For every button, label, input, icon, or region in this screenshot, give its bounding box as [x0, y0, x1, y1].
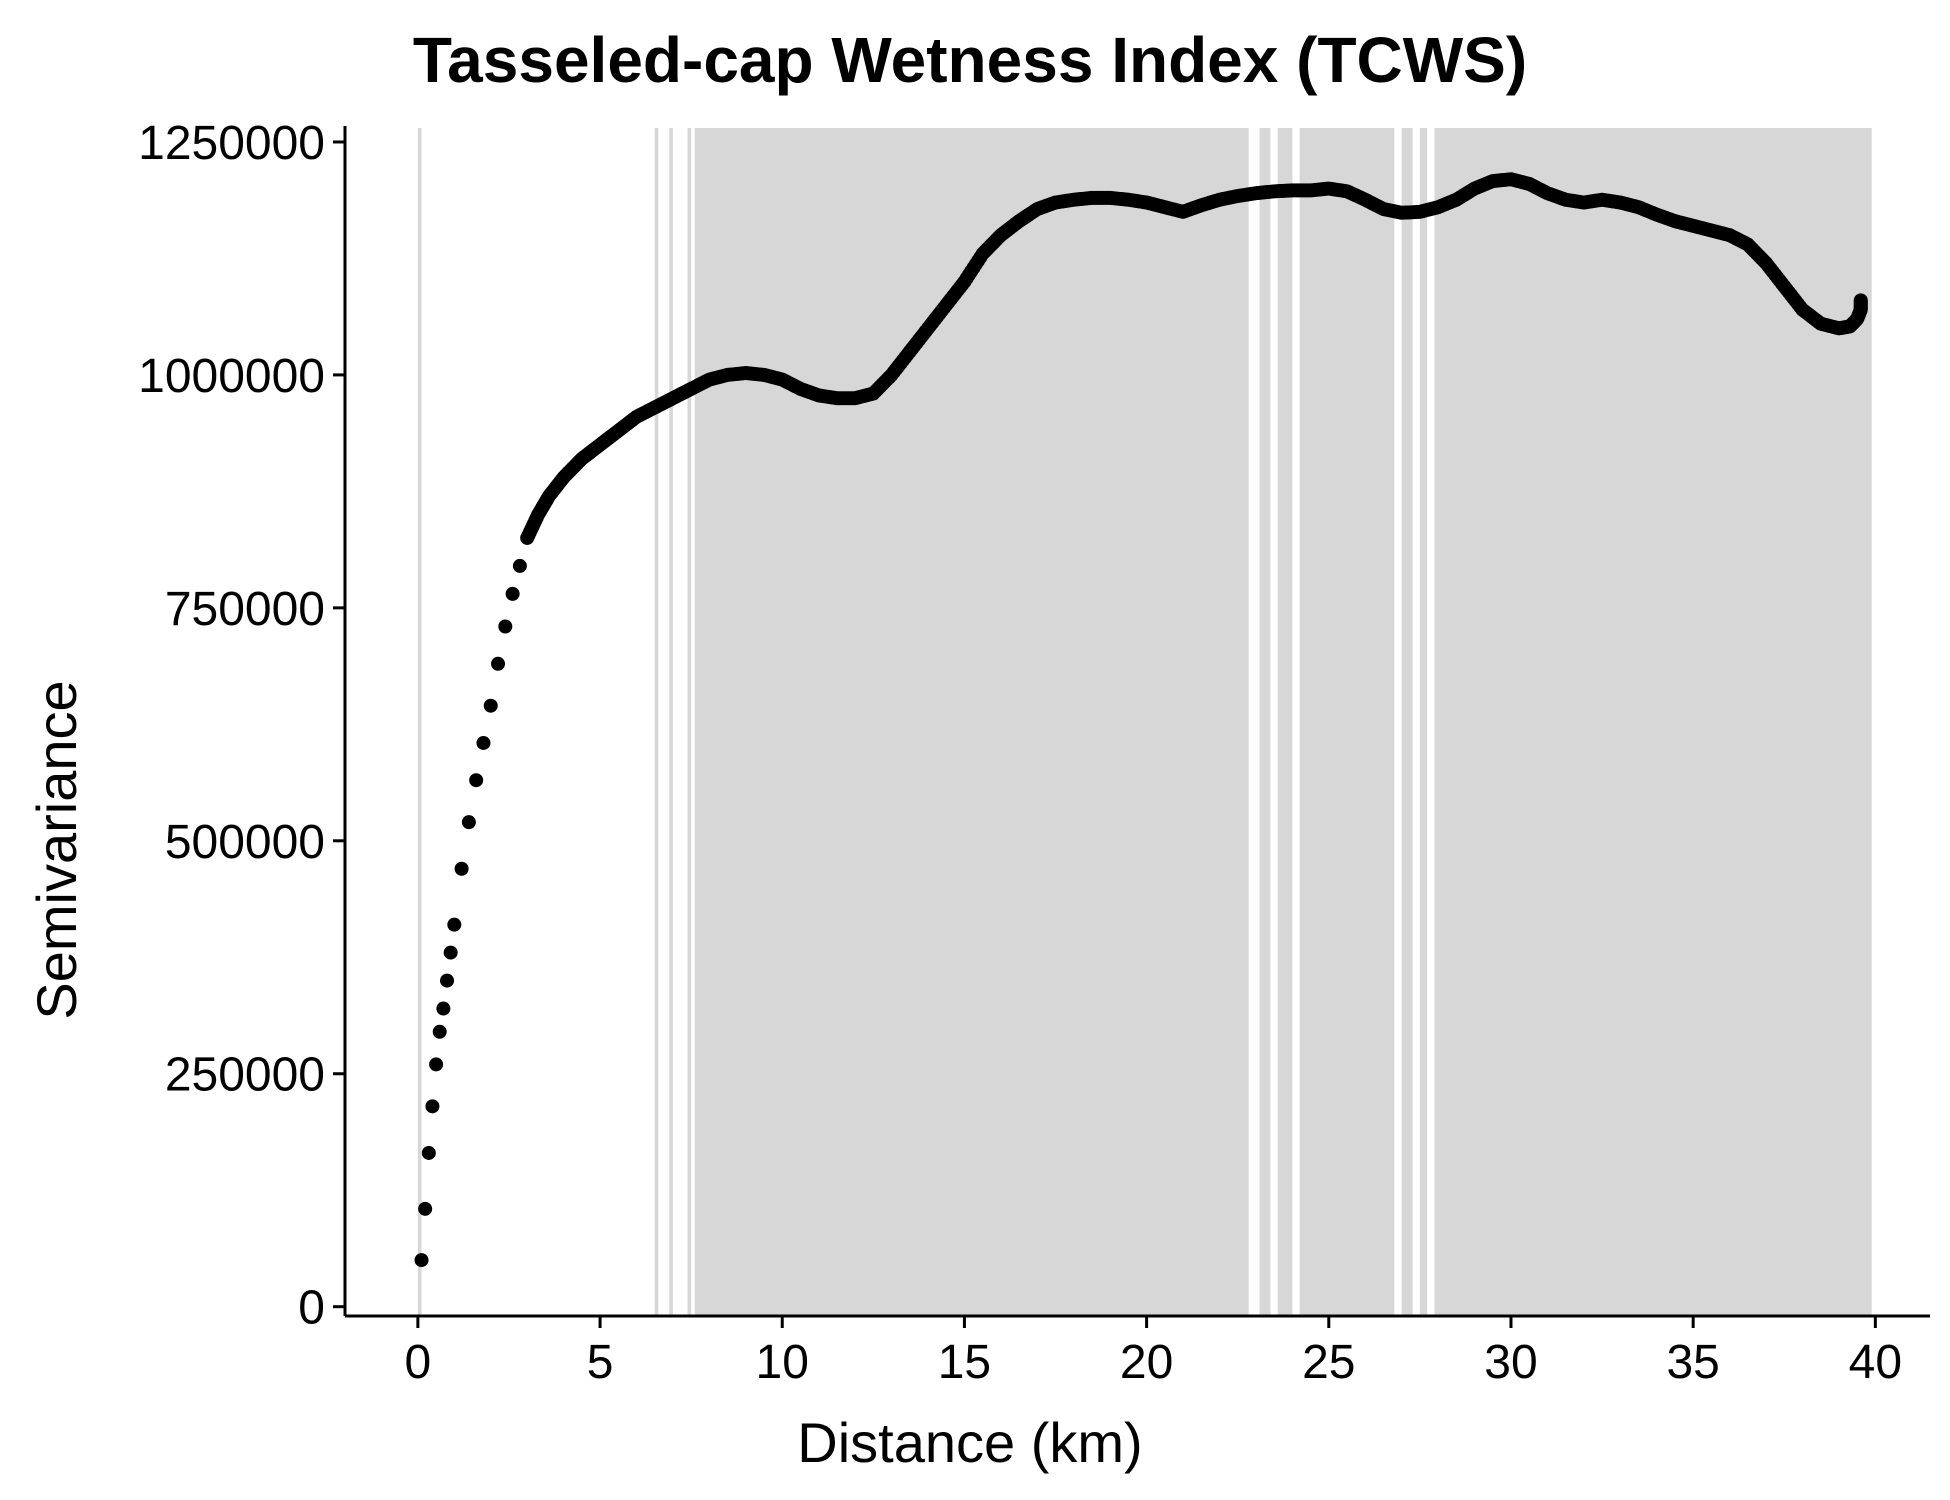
data-point: [447, 917, 462, 932]
background-band: [1277, 128, 1293, 1316]
data-point: [440, 973, 455, 988]
x-tick-label: 0: [405, 1336, 432, 1389]
x-tick-label: 35: [1666, 1336, 1719, 1389]
background-band: [1299, 128, 1395, 1316]
y-tick-label: 1000000: [138, 350, 325, 403]
background-band: [669, 128, 673, 1316]
background-band: [1434, 128, 1872, 1316]
data-point: [414, 1253, 429, 1268]
y-tick-label: 1250000: [138, 117, 325, 170]
data-point: [436, 1001, 451, 1016]
data-point: [483, 698, 498, 713]
background-band: [687, 128, 692, 1316]
chart-title: Tasseled-cap Wetness Index (TCWS): [413, 24, 1527, 96]
data-point: [421, 1145, 436, 1160]
x-tick-label: 20: [1120, 1336, 1173, 1389]
x-tick-label: 15: [938, 1336, 991, 1389]
data-point: [505, 586, 520, 601]
data-point: [498, 619, 513, 634]
background-bands: [417, 128, 1872, 1316]
data-point: [1853, 293, 1868, 308]
data-point: [418, 1201, 433, 1216]
data-point: [454, 861, 469, 876]
data-point: [491, 656, 506, 671]
data-point: [476, 735, 491, 750]
y-axis-title: Semivariance: [25, 680, 88, 1019]
x-tick-label: 30: [1484, 1336, 1537, 1389]
data-point: [461, 815, 476, 830]
background-band: [1401, 128, 1413, 1316]
data-point: [469, 773, 484, 788]
data-points: [414, 172, 1868, 1268]
data-point: [432, 1024, 447, 1039]
data-point: [429, 1057, 444, 1072]
y-tick-label: 500000: [165, 816, 325, 869]
x-axis: 0 5 10 15 20 25 30 35 40: [345, 1314, 1930, 1389]
y-tick-label: 750000: [165, 583, 325, 636]
background-band: [1419, 128, 1428, 1316]
data-point: [512, 558, 527, 573]
background-band: [654, 128, 659, 1316]
data-point: [443, 945, 458, 960]
x-tick-label: 40: [1849, 1336, 1902, 1389]
background-band: [417, 128, 422, 1316]
data-point: [425, 1099, 440, 1114]
y-tick-label: 250000: [165, 1049, 325, 1102]
y-axis: 0 250000 500000 750000 1000000 1250000: [138, 117, 347, 1335]
x-tick-label: 10: [756, 1336, 809, 1389]
background-band: [694, 128, 1249, 1316]
x-axis-title: Distance (km): [797, 1411, 1142, 1474]
background-band: [1259, 128, 1271, 1316]
x-tick-label: 25: [1302, 1336, 1355, 1389]
y-tick-label: 0: [298, 1282, 325, 1335]
x-tick-label: 5: [587, 1336, 614, 1389]
